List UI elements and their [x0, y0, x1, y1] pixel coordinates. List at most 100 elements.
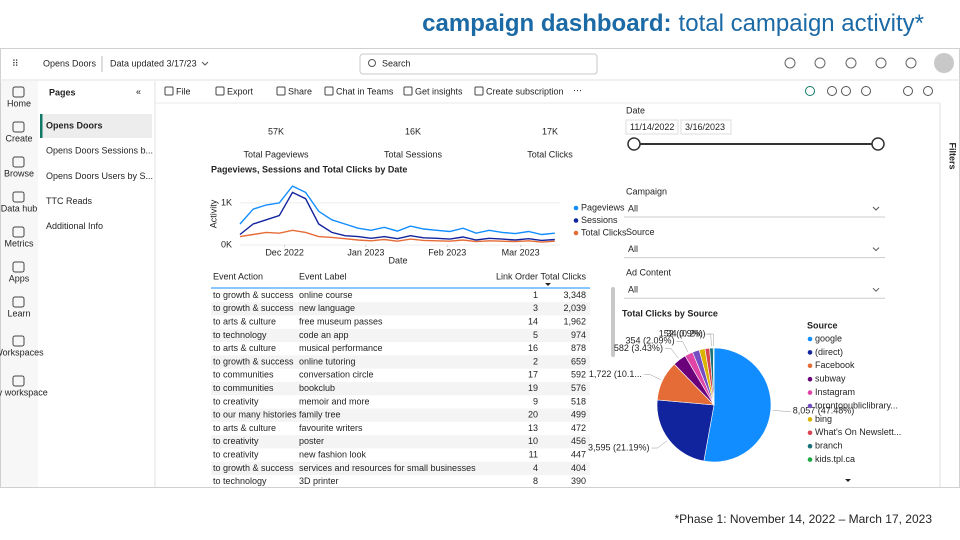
- dropdown-value[interactable]: All: [628, 244, 638, 254]
- page-item[interactable]: Opens Doors: [46, 120, 103, 130]
- topbar-icon[interactable]: [845, 57, 857, 69]
- nav-icon[interactable]: [12, 296, 25, 308]
- filters-label[interactable]: Filters: [948, 142, 958, 169]
- pie-data-label: 3,595 (21.19%): [588, 442, 650, 452]
- search-box[interactable]: [359, 53, 598, 75]
- toolbar-button[interactable]: Create subscription: [486, 86, 564, 96]
- slider-handle[interactable]: [871, 137, 885, 151]
- page-item[interactable]: TTC Reads: [46, 196, 93, 206]
- scrollbar[interactable]: [611, 287, 615, 357]
- table-cell: to arts & culture: [213, 316, 276, 326]
- slider-handle[interactable]: [627, 137, 641, 151]
- table-cell: free museum passes: [299, 316, 383, 326]
- collapse-pages[interactable]: «: [136, 86, 141, 96]
- dropdown-value[interactable]: All: [628, 285, 638, 295]
- topbar-icon[interactable]: [814, 57, 826, 69]
- table-cell: to growth & success: [213, 356, 294, 366]
- topbar-icon[interactable]: [784, 57, 796, 69]
- toolbar-button[interactable]: Export: [227, 86, 254, 96]
- legend-label[interactable]: (direct): [815, 347, 843, 357]
- legend-label[interactable]: Facebook: [815, 360, 855, 370]
- page-item[interactable]: Opens Doors Sessions b...: [46, 146, 153, 156]
- table-cell: new language: [299, 303, 355, 313]
- topbar-icon[interactable]: [905, 57, 917, 69]
- pie-slice[interactable]: [712, 347, 715, 406]
- nav-icon[interactable]: [12, 191, 25, 203]
- date-box[interactable]: [625, 119, 679, 135]
- column-header[interactable]: Link Order: [496, 271, 538, 281]
- topbar-icon[interactable]: [875, 57, 887, 69]
- nav-icon[interactable]: [12, 86, 25, 98]
- nav-label[interactable]: Metrics: [5, 238, 34, 248]
- nav-label[interactable]: Home: [7, 98, 31, 108]
- nav-label[interactable]: Data hub: [1, 203, 38, 213]
- sort-arrow: [545, 283, 551, 286]
- legend-label[interactable]: bing: [815, 414, 832, 424]
- nav-icon[interactable]: [12, 335, 25, 347]
- workspace-name[interactable]: Opens Doors: [43, 58, 97, 68]
- nav-icon[interactable]: [12, 156, 25, 168]
- legend-label[interactable]: subway: [815, 374, 846, 384]
- line-chart-title: Pageviews, Sessions and Total Clicks by …: [211, 164, 407, 174]
- toolbar-right-icon[interactable]: [903, 86, 913, 96]
- toolbar-button[interactable]: Get insights: [415, 86, 463, 96]
- page-item[interactable]: Opens Doors Users by S...: [46, 171, 153, 181]
- toolbar-button[interactable]: File: [176, 86, 191, 96]
- legend-label[interactable]: branch: [815, 441, 843, 451]
- legend-label: Total Clicks: [581, 227, 627, 237]
- table-cell: 20: [528, 410, 538, 420]
- nav-icon[interactable]: [12, 121, 25, 133]
- date-start: 11/14/2022: [630, 122, 674, 132]
- legend-label[interactable]: kids.tpl.ca: [815, 454, 855, 464]
- table-cell: 8: [533, 476, 538, 486]
- nav-label[interactable]: Create: [5, 133, 32, 143]
- nav-icon[interactable]: [12, 226, 25, 238]
- dropdown-value[interactable]: All: [628, 203, 638, 213]
- kpi-value: 57K: [268, 126, 284, 136]
- line-series: [239, 229, 555, 243]
- slicer-title: Date: [626, 105, 645, 115]
- date-box[interactable]: [680, 119, 732, 135]
- column-header[interactable]: Event Label: [299, 271, 347, 281]
- table-cell: family tree: [299, 410, 341, 420]
- nav-label[interactable]: Workspaces: [0, 347, 44, 357]
- left-rail: [1, 81, 38, 487]
- page-item[interactable]: Additional Info: [46, 221, 103, 231]
- data-updated[interactable]: Data updated 3/17/23: [110, 58, 197, 68]
- table-cell: to communities: [213, 370, 274, 380]
- toolbar-right-icon[interactable]: [861, 86, 871, 96]
- toolbar-more[interactable]: ⋯: [573, 85, 582, 95]
- pie-data-label: 354 (2.09%): [626, 336, 675, 346]
- row-band: [211, 382, 590, 396]
- legend-scroll[interactable]: [845, 479, 851, 482]
- pie-slice[interactable]: [703, 347, 772, 463]
- table-cell: to growth & success: [213, 303, 294, 313]
- pie-slice[interactable]: [656, 399, 715, 462]
- toolbar-icon: [215, 86, 225, 96]
- nav-icon[interactable]: [12, 261, 25, 273]
- app-launcher[interactable]: ⠿: [12, 58, 19, 68]
- dropdown-chevron: [872, 247, 880, 252]
- column-header[interactable]: Total Clicks: [540, 271, 586, 281]
- toolbar-button[interactable]: Chat in Teams: [336, 86, 394, 96]
- toolbar-icon: [474, 86, 484, 96]
- toolbar-right-icon[interactable]: [841, 86, 851, 96]
- column-header[interactable]: Event Action: [213, 271, 263, 281]
- toolbar-button[interactable]: Share: [288, 86, 312, 96]
- avatar[interactable]: [934, 53, 954, 73]
- table-cell: 404: [571, 463, 586, 473]
- legend-label[interactable]: What's On Newslett...: [815, 427, 901, 437]
- toolbar-right-icon[interactable]: [827, 86, 837, 96]
- row-band: [211, 302, 590, 316]
- legend-label[interactable]: google: [815, 333, 842, 343]
- toolbar-right-icon[interactable]: [923, 86, 933, 96]
- toolbar-right-icon[interactable]: [805, 86, 815, 96]
- legend-label: Pageviews: [581, 202, 625, 212]
- nav-label[interactable]: Learn: [7, 308, 30, 318]
- legend-label[interactable]: torontopubliclibrary...: [815, 400, 898, 410]
- nav-label[interactable]: My workspace: [0, 387, 48, 397]
- nav-label[interactable]: Apps: [9, 273, 30, 283]
- nav-label[interactable]: Browse: [4, 168, 34, 178]
- legend-label[interactable]: Instagram: [815, 387, 855, 397]
- nav-icon[interactable]: [12, 375, 25, 387]
